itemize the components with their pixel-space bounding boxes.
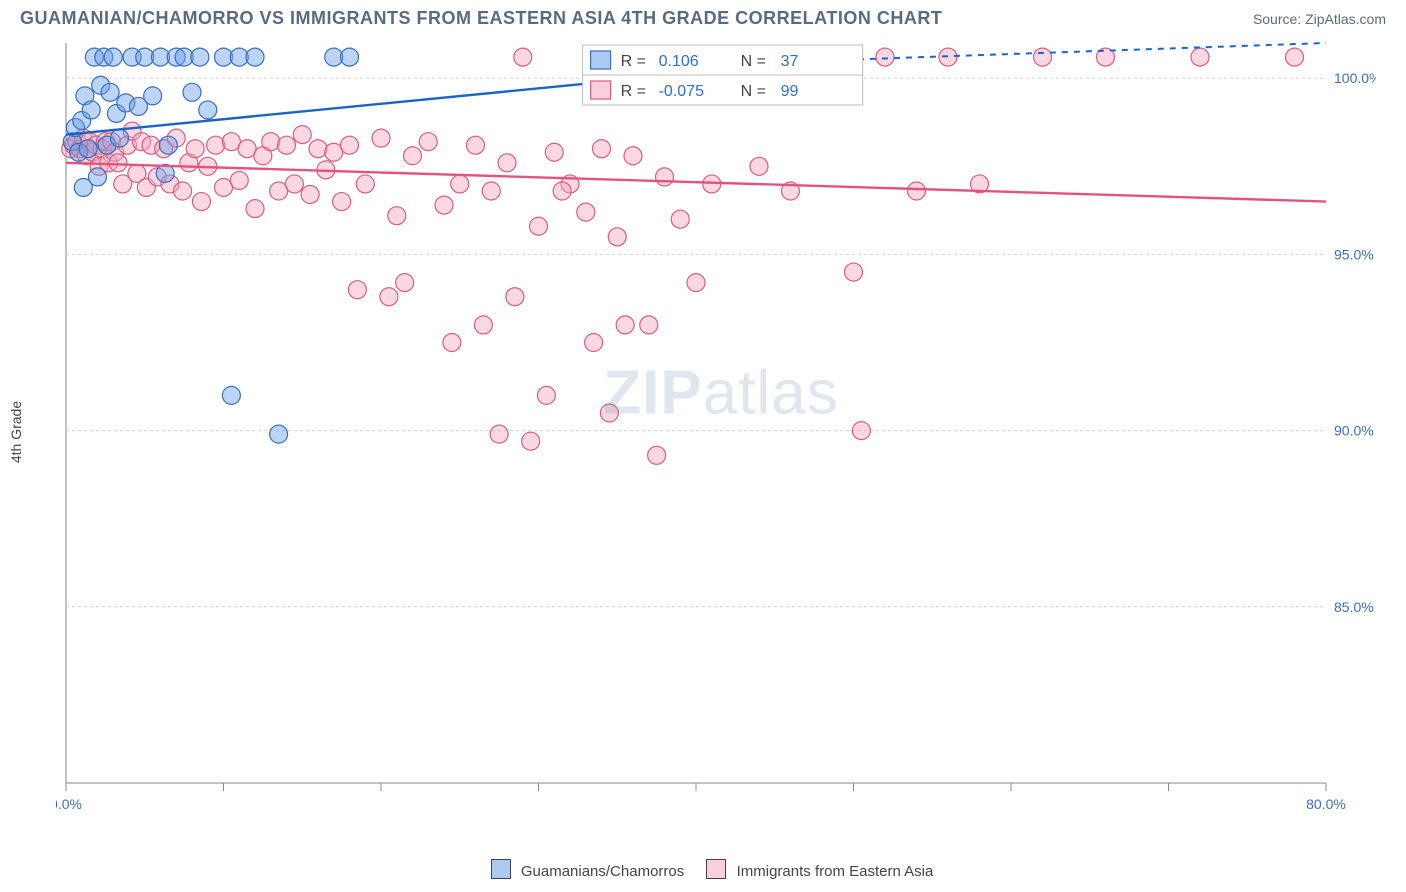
source-prefix: Source: [1253,11,1305,27]
svg-text:95.0%: 95.0% [1334,246,1374,262]
svg-text:-0.075: -0.075 [659,83,704,100]
svg-text:37: 37 [781,53,799,70]
svg-text:R =: R = [621,53,646,70]
legend-label-blue: Guamanians/Chamorros [521,863,684,880]
svg-text:N =: N = [741,83,766,100]
y-axis-label: 4th Grade [8,401,24,463]
legend-swatch-pink [706,859,726,879]
legend-label-pink: Immigrants from Eastern Asia [737,863,934,880]
legend-swatch-blue [491,859,511,879]
bottom-legend: Guamanians/Chamorros Immigrants from Eas… [0,859,1406,880]
svg-text:R =: R = [621,83,646,100]
scatter-plot-svg: 85.0% 90.0% 95.0% 100.0% 0.0% 80.0% R = 0.106 N … [56,37,1376,827]
source-link[interactable]: ZipAtlas.com [1305,11,1386,27]
chart-area: 4th Grade 85.0%90.0%95.0%100.0%0.0%80.0%… [56,37,1386,827]
svg-text:100.0%: 100.0% [1334,70,1376,86]
svg-text:99: 99 [781,83,799,100]
svg-text:80.0%: 80.0% [1306,796,1346,812]
svg-text:N =: N = [741,53,766,70]
svg-text:90.0%: 90.0% [1334,423,1374,439]
svg-text:85.0%: 85.0% [1334,599,1374,615]
svg-text:0.0%: 0.0% [56,796,82,812]
chart-title: GUAMANIAN/CHAMORRO VS IMMIGRANTS FROM EA… [20,8,942,29]
chart-header: GUAMANIAN/CHAMORRO VS IMMIGRANTS FROM EA… [0,0,1406,33]
chart-source: Source: ZipAtlas.com [1253,11,1386,27]
svg-text:0.106: 0.106 [659,53,699,70]
